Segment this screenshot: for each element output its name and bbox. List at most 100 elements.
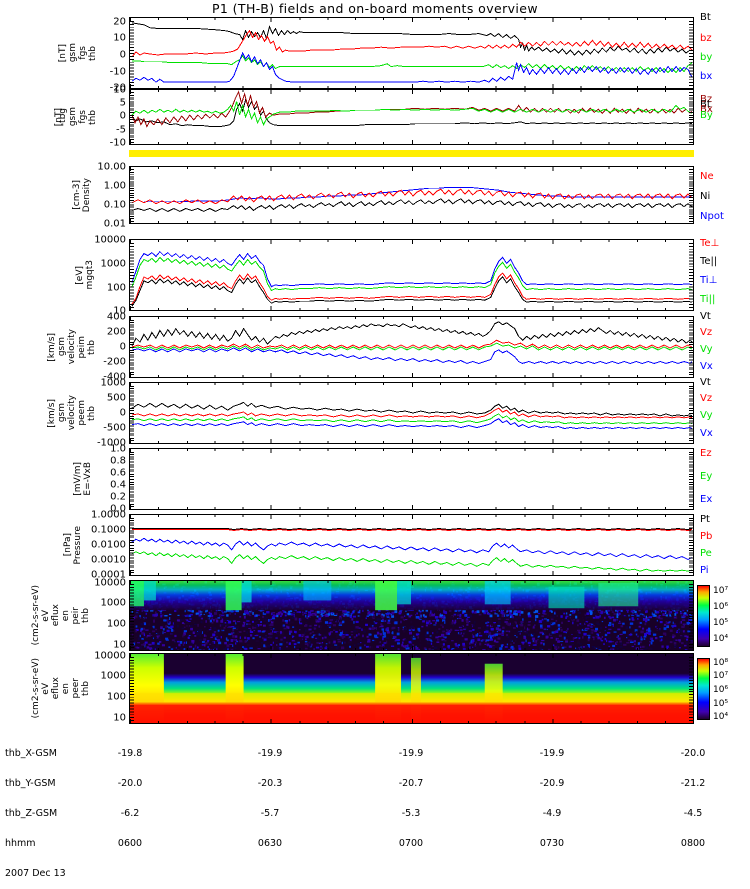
y-tick: 0	[120, 408, 126, 419]
panel-density[interactable]	[129, 166, 694, 224]
y-gsm-value: -20.3	[244, 779, 296, 789]
legend-te-par[interactable]: Te||	[700, 256, 717, 267]
row-label-z-gsm: thb_Z-GSM	[5, 809, 66, 819]
legend-vy-e[interactable]: Vy	[700, 410, 713, 421]
ylabel-part: [nPa]	[63, 533, 73, 556]
y-tick: 0.10	[104, 200, 126, 211]
legend-pb[interactable]: Pb	[700, 531, 712, 542]
legend-ey[interactable]: Ey	[700, 471, 712, 482]
panel-peem-velocity[interactable]	[129, 382, 694, 444]
y-tick: 0	[120, 342, 126, 353]
yellow-status-bar	[129, 150, 694, 157]
z-gsm-value: -5.3	[385, 809, 437, 819]
legend-bz[interactable]: bz	[700, 33, 712, 44]
y-tick: 20	[113, 17, 126, 28]
time-tick: 0800	[667, 839, 719, 849]
peir-cb-tick: 10⁴	[713, 634, 728, 644]
y-tick: 1.0000	[91, 510, 126, 521]
legend-ti-par[interactable]: Ti||	[700, 294, 715, 305]
peir-colorbar[interactable]	[697, 585, 710, 647]
y-tick: 10	[113, 640, 126, 651]
ylabel-part: eflux	[51, 677, 61, 699]
peer-cb-tick: 10⁷	[713, 671, 728, 681]
legend-npot[interactable]: Npot	[700, 211, 724, 222]
legend-vt-i[interactable]: Vt	[700, 311, 711, 322]
ylabel-part: eV	[41, 610, 51, 622]
z-gsm-value: -5.7	[244, 809, 296, 819]
legend-bx[interactable]: bx	[700, 71, 712, 82]
legend-bt[interactable]: Bt	[700, 12, 711, 23]
bottom-col-0: -19.8 -20.0 -6.2 0600	[104, 729, 156, 859]
legend-pe[interactable]: Pe	[700, 548, 712, 559]
ylabel-part: [mV/m]	[73, 462, 83, 496]
plot-date: 2007 Dec 13	[5, 869, 66, 879]
y-tick: 10000	[94, 235, 126, 246]
bottom-col-4: -20.0 -21.2 -4.5 0800	[667, 729, 719, 859]
legend-ti-perp[interactable]: Ti⊥	[700, 275, 717, 286]
legend-by2[interactable]: By	[700, 110, 713, 121]
ylabel-part: peir	[71, 607, 81, 624]
panel-pressure[interactable]	[129, 514, 694, 576]
y-tick: 200	[107, 327, 126, 338]
peir-cb-tick: 10⁷	[713, 586, 728, 596]
legend-vy-i[interactable]: Vy	[700, 344, 713, 355]
panel-temperature-yticks: 10000 1000 100 10	[88, 239, 126, 311]
ylabel-part: fgs	[78, 46, 88, 60]
panel-peir-yticks: 10000 1000 100 10	[88, 580, 126, 651]
legend-ni[interactable]: Ni	[700, 191, 710, 202]
panel-peer-spectrogram[interactable]	[129, 653, 694, 724]
legend-vx-i[interactable]: Vx	[700, 361, 713, 372]
y-gsm-value: -20.9	[526, 779, 578, 789]
peer-colorbar[interactable]	[697, 658, 710, 720]
z-gsm-value: -4.5	[667, 809, 719, 819]
ylabel-part: eflux	[51, 604, 61, 626]
peer-cb-tick: 10⁵	[713, 699, 728, 709]
y-tick: -10	[110, 67, 126, 78]
y-tick: 1000	[101, 378, 126, 389]
panel-peim-velocity[interactable]	[129, 316, 694, 378]
peem-velocity-traces	[130, 383, 693, 443]
panel-peer-yticks: 10000 1000 100 10	[88, 653, 126, 724]
peir-spectrogram-image	[130, 581, 693, 650]
row-label-y-gsm: thb_Y-GSM	[5, 779, 66, 789]
ylabel-part: (cm2-s-sr-eV)	[31, 585, 41, 645]
y-tick: 0	[120, 111, 126, 122]
panel-fgs-gsm-tbg[interactable]	[129, 89, 694, 145]
pressure-traces	[130, 515, 693, 575]
ylabel-part: eV	[41, 683, 51, 695]
legend-ne[interactable]: Ne	[700, 171, 714, 182]
panel-fgs-gsm[interactable]	[129, 17, 694, 89]
peer-cb-tick: 10⁶	[713, 685, 728, 695]
legend-te-perp[interactable]: Te⊥	[700, 238, 719, 249]
legend-vx-e[interactable]: Vx	[700, 428, 713, 439]
bottom-axis-labels: thb_X-GSM thb_Y-GSM thb_Z-GSM hhmm 2007 …	[5, 729, 66, 889]
ylabel-part: en	[61, 610, 71, 621]
x-gsm-value: -19.8	[104, 749, 156, 759]
y-tick: 0.01	[104, 219, 126, 230]
fgs-gsm-tbg-traces	[130, 90, 693, 144]
peer-spectrogram-image	[130, 654, 693, 723]
y-tick: 0.8	[110, 456, 126, 467]
y-gsm-value: -20.7	[385, 779, 437, 789]
legend-pt[interactable]: Pt	[700, 514, 710, 525]
panel-efield[interactable]	[129, 448, 694, 510]
peir-cb-tick: 10⁵	[713, 618, 728, 628]
ylabel-part: en	[61, 683, 71, 694]
legend-ex[interactable]: Ex	[700, 494, 712, 505]
y-tick: 0.0010	[91, 555, 126, 566]
legend-vt-e[interactable]: Vt	[700, 377, 711, 388]
panel-fgs-gsm-yticks: 20 10 0 -10 -20	[92, 17, 126, 89]
time-tick: 0700	[385, 839, 437, 849]
y-tick: 0.4	[110, 480, 126, 491]
legend-vz-i[interactable]: Vz	[700, 327, 712, 338]
legend-vz-e[interactable]: Vz	[700, 393, 712, 404]
legend-pi[interactable]: Pi	[700, 565, 709, 576]
legend-by[interactable]: by	[700, 52, 712, 63]
y-tick: 1000	[101, 598, 126, 609]
ylabel-part: peim	[77, 336, 87, 359]
bottom-col-2: -19.9 -20.7 -5.3 0700	[385, 729, 437, 859]
legend-ez[interactable]: Ez	[700, 448, 712, 459]
y-tick: -10	[110, 138, 126, 149]
panel-peir-spectrogram[interactable]	[129, 580, 694, 651]
panel-temperature[interactable]	[129, 239, 694, 311]
